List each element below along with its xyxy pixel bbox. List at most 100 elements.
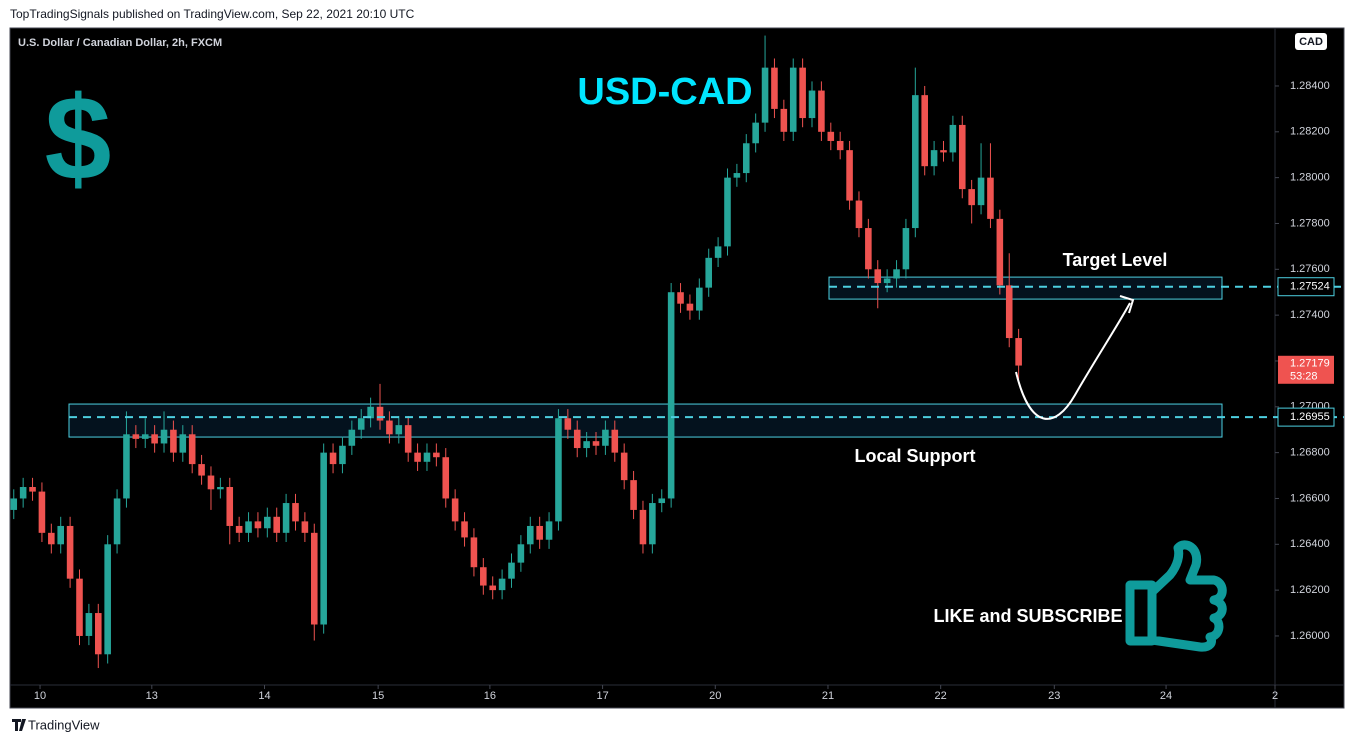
candle-body <box>865 228 872 270</box>
zones <box>68 276 1223 438</box>
x-tick-label: 10 <box>34 690 46 702</box>
candle-body <box>902 228 910 270</box>
candle-body <box>620 452 628 481</box>
thumbs-up-icon <box>1125 540 1227 652</box>
arrow-head <box>1119 295 1135 314</box>
candle-body <box>367 406 374 419</box>
x-tick-label: 2 <box>1272 690 1278 702</box>
candle-body <box>846 150 853 201</box>
candle-body <box>752 122 759 144</box>
level-tag <box>1277 277 1335 297</box>
y-tick-label: 1.28000 <box>1290 172 1330 184</box>
annotation: Local Support <box>855 446 976 466</box>
y-tick-label: 1.28400 <box>1290 80 1330 92</box>
candle-body <box>771 67 778 109</box>
level-label: 1.26955 <box>1290 411 1330 423</box>
candle-body <box>536 525 543 540</box>
brand-logo <box>12 719 26 731</box>
candle-body <box>48 532 55 545</box>
y-tick-label: 1.27600 <box>1290 263 1330 275</box>
candle-body <box>893 269 900 279</box>
axes: 1.260001.262001.264001.266001.268001.270… <box>34 80 1335 702</box>
annotation: Target Level <box>1063 250 1168 270</box>
candle-body <box>329 452 337 465</box>
x-tick-label: 21 <box>822 690 834 702</box>
candle-body <box>19 487 27 499</box>
candle-body <box>348 429 356 446</box>
x-tick-label: 17 <box>596 690 608 702</box>
level-label: 1.27524 <box>1290 281 1330 293</box>
candle-body <box>780 108 788 132</box>
zone <box>828 276 1223 300</box>
candle-body <box>874 269 882 284</box>
candle-body <box>855 200 863 229</box>
last-price-tag <box>1278 355 1334 384</box>
candle-body <box>799 67 806 119</box>
candle-body <box>226 487 234 526</box>
candle-body <box>949 124 957 153</box>
candle-body <box>301 521 309 533</box>
candle-body <box>996 218 1004 286</box>
candle-body <box>545 521 553 540</box>
candle-body <box>57 525 64 545</box>
candle-body <box>461 521 468 538</box>
candle-body <box>207 475 215 490</box>
candle-body <box>113 498 121 545</box>
thumb-hand <box>1147 540 1227 652</box>
candle-body <box>836 140 844 151</box>
candle-body <box>235 525 243 533</box>
candle-body <box>912 95 919 229</box>
candle-body <box>198 464 205 476</box>
candle-body <box>714 246 722 258</box>
candle-body <box>583 441 590 449</box>
x-tick-label: 15 <box>372 690 384 702</box>
candle-body <box>696 287 703 311</box>
candle-body <box>921 95 928 167</box>
candle-body <box>386 420 393 435</box>
candle-body <box>508 562 515 579</box>
candle-body <box>602 429 609 446</box>
projection-arrow <box>1015 302 1131 420</box>
candle-body <box>686 303 694 311</box>
y-tick-label: 1.26800 <box>1290 447 1330 459</box>
candle-body <box>470 537 478 568</box>
x-tick-label: 14 <box>258 690 270 702</box>
candle-body <box>733 173 741 178</box>
candle-body <box>517 544 525 563</box>
candle-body <box>376 406 384 421</box>
candle-body <box>282 503 290 533</box>
candle-body <box>611 429 619 453</box>
candle-body <box>649 503 656 545</box>
countdown-label: 53:28 <box>1290 371 1318 383</box>
candle-body <box>808 90 816 119</box>
candle-body <box>705 257 712 288</box>
candle-body <box>170 429 177 453</box>
candle-body <box>1005 285 1013 339</box>
symbol-line: U.S. Dollar / Canadian Dollar, 2h, FXCM <box>18 37 222 49</box>
candle-body <box>977 177 985 206</box>
candle-body <box>320 452 327 625</box>
candle-body <box>10 498 18 510</box>
candle-body <box>789 67 797 132</box>
candle-body <box>930 150 938 167</box>
candle-body <box>555 418 562 522</box>
candle-body <box>592 441 600 446</box>
candle-body <box>724 177 731 247</box>
candle-body <box>761 67 769 123</box>
candle-body <box>292 503 299 522</box>
x-tick-label: 20 <box>709 690 721 702</box>
candle-body <box>658 498 666 504</box>
candle-body <box>433 452 440 458</box>
y-tick-label: 1.26200 <box>1290 584 1330 596</box>
candle-body <box>480 567 487 586</box>
candle-body <box>987 177 994 219</box>
candle-body <box>85 613 93 636</box>
candle-body <box>29 487 36 492</box>
candle-body <box>564 418 572 430</box>
candle-body <box>451 498 459 522</box>
candle-body <box>827 131 835 141</box>
y-tick-label: 1.27800 <box>1290 217 1330 229</box>
candle-body <box>1015 338 1022 366</box>
candle-body <box>151 434 158 444</box>
y-tick-label: 1.26000 <box>1290 630 1330 642</box>
